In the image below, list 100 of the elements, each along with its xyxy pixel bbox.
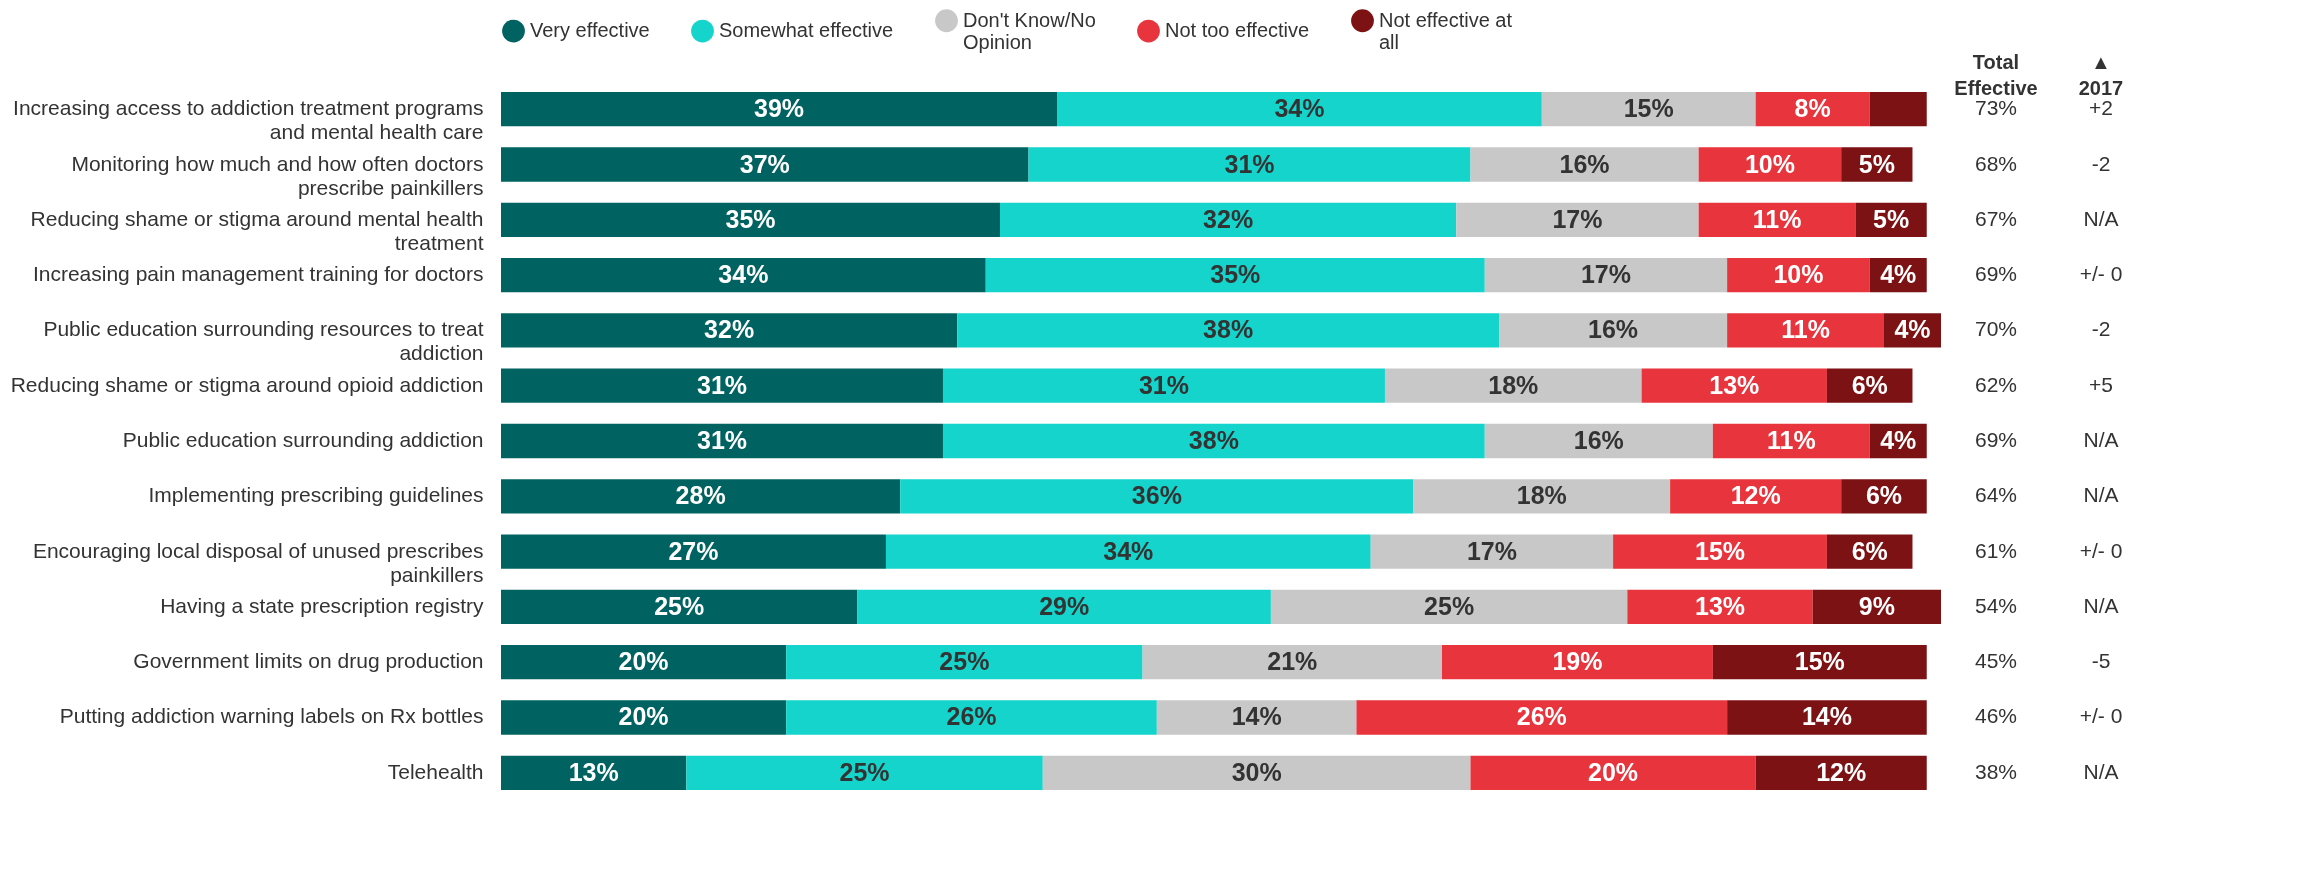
bar: [1028, 147, 1471, 182]
text: 46%: [1974, 704, 2018, 728]
bar: [501, 257, 986, 293]
y-tick-label: Encouraging local disposal of unused prescribes painkillers: [32, 538, 484, 586]
bar: [686, 755, 1043, 790]
bar: [1627, 589, 1813, 625]
data-label: 6%: [1851, 536, 1888, 565]
legend-label: Not too effective: [1165, 19, 1310, 42]
data-label: 16%: [1559, 149, 1610, 178]
data-label: 17%: [1466, 536, 1517, 565]
data-label: 15%: [1623, 94, 1674, 123]
text: +2: [2089, 96, 2113, 120]
data-label: 12%: [1816, 757, 1867, 786]
data-label: 27%: [668, 536, 719, 565]
bar: [1142, 645, 1442, 680]
data-label: 25%: [839, 757, 890, 786]
bar: [501, 147, 1029, 182]
bar: [885, 534, 1371, 569]
bar: [1727, 700, 1927, 735]
text: N/A: [2083, 483, 2119, 507]
data-label: 34%: [1274, 94, 1325, 123]
text: N/A: [2083, 759, 2119, 783]
bar: [501, 479, 901, 514]
bar: [1670, 479, 1842, 514]
data-label: 15%: [1694, 536, 1746, 565]
data-label: 14%: [1801, 702, 1852, 731]
data-label: 35%: [1210, 260, 1261, 289]
y-tick-label: Reducing shame or stigma around mental health treatment: [30, 206, 484, 254]
data-label: 39%: [754, 94, 805, 123]
text: 67%: [1974, 206, 2018, 230]
bar: [957, 313, 1500, 348]
data-label: 37%: [739, 149, 790, 178]
data-label: 25%: [1424, 591, 1475, 620]
text: -2: [2091, 151, 2111, 175]
y-tick-label: Monitoring how much and how often doctors prescribe painkillers: [71, 151, 484, 199]
bar: [501, 423, 943, 459]
data-label: 31%: [696, 370, 748, 399]
y-tick-label: Reducing shame or stigma around opioid addiction: [10, 372, 484, 396]
data-label: 19%: [1552, 647, 1603, 676]
bar: [501, 589, 858, 625]
bar: [1470, 147, 1699, 182]
data-label: 31%: [696, 426, 748, 454]
data-label: 5%: [1873, 204, 1910, 233]
bar: [1057, 92, 1542, 127]
bar: [786, 700, 1157, 735]
bar: [942, 368, 1385, 403]
data-label: 32%: [1203, 204, 1254, 233]
bar: [985, 257, 1485, 293]
legend-label: Not effective at all: [1379, 8, 1513, 53]
bar: [786, 645, 1143, 680]
data-label: 17%: [1552, 204, 1603, 233]
data-label: 9%: [1858, 591, 1895, 620]
bar: [1812, 589, 1941, 625]
data-label: 11%: [1752, 204, 1802, 233]
text: 64%: [1974, 483, 2018, 507]
y-tick-label: Government limits on drug production: [133, 649, 484, 673]
text: 61%: [1974, 538, 2018, 562]
bar: [1712, 645, 1927, 680]
bar: [1641, 368, 1827, 403]
data-label: 38%: [1188, 426, 1239, 454]
bar: [1370, 534, 1614, 569]
bar: [1698, 202, 1856, 237]
y-tick-label: Increasing access to addiction treatment programs and mental health care: [13, 96, 484, 144]
data-label: 11%: [1766, 426, 1816, 454]
bar: [1698, 147, 1842, 182]
text: 69%: [1974, 262, 2018, 286]
data-label: 6%: [1851, 370, 1888, 399]
data-label: 31%: [1138, 370, 1189, 399]
y-tick-label: Implementing prescribing guidelines: [148, 483, 484, 507]
text: 68%: [1974, 151, 2018, 175]
data-label: 20%: [618, 702, 669, 731]
bar: [1042, 755, 1471, 790]
data-label: 8%: [1794, 94, 1831, 123]
data-label: 12%: [1730, 481, 1781, 510]
bar: [1755, 755, 1927, 790]
text: N/A: [2083, 206, 2119, 230]
data-label: 30%: [1231, 757, 1282, 786]
data-label: 21%: [1267, 647, 1318, 676]
y-tick-label: Increasing pain management training for doctors: [32, 262, 484, 286]
y-tick-label: Public education surrounding addiction: [122, 428, 484, 451]
bar: [1613, 534, 1827, 569]
data-label: 10%: [1744, 149, 1795, 178]
bar: [1541, 92, 1756, 127]
data-label: 18%: [1516, 481, 1567, 510]
bar: [501, 645, 787, 680]
text: Total Effective: [1954, 51, 2038, 99]
data-label: 25%: [654, 591, 705, 620]
legend-label: Somewhat effective: [719, 19, 894, 42]
text: 69%: [1974, 428, 2018, 451]
y-tick-label: Having a state prescription registry: [160, 593, 484, 617]
bar: [1156, 700, 1357, 735]
data-label: 35%: [725, 204, 776, 233]
data-label: 26%: [946, 702, 997, 731]
data-label: 18%: [1488, 370, 1539, 399]
bar: [501, 202, 1001, 237]
data-label: 36%: [1131, 481, 1182, 510]
data-label: 17%: [1580, 260, 1631, 289]
data-label: 15%: [1794, 647, 1845, 676]
bar: [1384, 368, 1642, 403]
bar: [1869, 92, 1927, 127]
